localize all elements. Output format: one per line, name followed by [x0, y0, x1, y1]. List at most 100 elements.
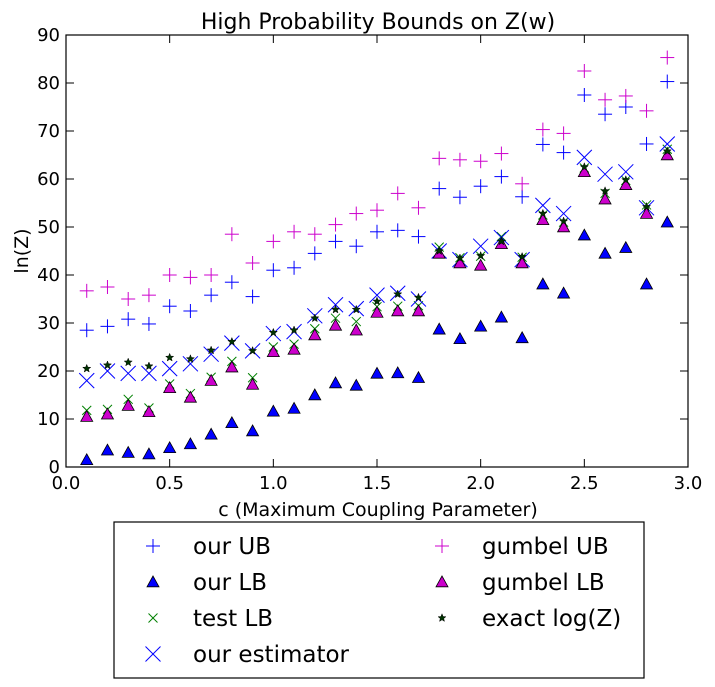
point-gumbel-lb-26 [619, 177, 633, 190]
point-gumbel-ub-14 [370, 203, 384, 218]
point-gumbel-lb-25 [598, 192, 612, 205]
point-our-ub-18 [452, 190, 467, 205]
point-gumbel-lb-16 [411, 304, 426, 317]
y-tick-label: 30 [37, 313, 60, 334]
legend-marker-gumbel-lb [435, 575, 449, 588]
legend-marker-exact-log-z [437, 613, 447, 622]
point-our-ub-15 [390, 223, 405, 238]
x-tick-label: 2.5 [570, 473, 599, 494]
point-our-ub-5 [183, 304, 198, 318]
point-test-lb-13 [351, 316, 362, 327]
y-tick-label: 70 [37, 121, 60, 142]
legend-label-gumbel-ub: gumbel UB [482, 534, 609, 560]
point-gumbel-lb-19 [473, 258, 488, 271]
point-our-estimator-14 [369, 287, 385, 304]
point-exact-log-z-27 [641, 201, 652, 211]
point-gumbel-lb-4 [162, 380, 177, 394]
point-our-estimator-4 [161, 360, 178, 377]
point-exact-log-z-10 [289, 325, 299, 335]
series-gumbel-ub [79, 50, 675, 306]
point-our-lb-13 [349, 378, 363, 391]
point-our-ub-1 [100, 319, 115, 334]
point-exact-log-z-4 [165, 352, 175, 362]
point-our-ub-0 [79, 323, 94, 338]
point-exact-log-z-16 [413, 292, 424, 302]
point-our-ub-8 [245, 289, 260, 304]
y-tick-label: 50 [37, 217, 60, 238]
point-our-ub-21 [515, 189, 530, 204]
point-gumbel-lb-1 [100, 407, 115, 420]
point-our-ub-16 [411, 229, 426, 244]
point-exact-log-z-17 [434, 246, 444, 255]
point-gumbel-ub-3 [141, 288, 156, 303]
point-gumbel-lb-24 [577, 164, 592, 178]
point-our-ub-2 [121, 312, 136, 327]
legend-marker-our-ub [146, 539, 160, 553]
legend-label-gumbel-lb: gumbel LB [482, 570, 605, 596]
point-our-estimator-25 [597, 166, 613, 183]
point-gumbel-ub-7 [224, 227, 239, 242]
point-gumbel-ub-27 [639, 103, 654, 118]
y-tick-label: 90 [37, 25, 60, 46]
point-gumbel-ub-28 [660, 50, 675, 65]
point-our-lb-28 [660, 215, 674, 228]
point-gumbel-lb-5 [183, 390, 198, 403]
point-gumbel-lb-28 [660, 148, 674, 161]
point-gumbel-ub-12 [328, 217, 343, 232]
axis-ticks: 0.0 0.5 1.0 1.5 2.0 2.5 3.0 0 10 20 30 40 50 60 70 80 90 [37, 25, 702, 494]
point-our-lb-10 [287, 401, 301, 414]
point-our-ub-10 [287, 260, 302, 275]
point-exact-log-z-12 [330, 304, 341, 314]
point-gumbel-ub-2 [121, 292, 136, 306]
point-exact-log-z-5 [185, 354, 196, 363]
point-our-ub-4 [162, 299, 177, 314]
series-our-lb [80, 215, 674, 466]
point-our-estimator-1 [99, 363, 116, 379]
plot-marks [78, 50, 676, 466]
x-tick-label: 3.0 [674, 473, 703, 494]
point-our-lb-8 [245, 424, 260, 437]
point-gumbel-ub-0 [79, 283, 94, 298]
point-gumbel-ub-19 [473, 154, 488, 169]
point-exact-log-z-24 [579, 162, 589, 171]
point-exact-log-z-22 [538, 208, 548, 218]
point-gumbel-lb-8 [245, 377, 260, 390]
point-our-ub-7 [224, 275, 239, 290]
point-our-lb-18 [453, 332, 467, 345]
y-tick-label: 40 [37, 265, 60, 286]
point-exact-log-z-7 [227, 336, 237, 346]
point-our-lb-9 [266, 404, 281, 417]
point-our-estimator-5 [182, 355, 199, 372]
point-our-lb-7 [225, 416, 239, 429]
point-our-lb-6 [204, 427, 218, 440]
point-exact-log-z-9 [268, 327, 278, 337]
series-gumbel-lb [80, 148, 674, 422]
point-our-lb-0 [80, 452, 94, 466]
point-exact-log-z-0 [82, 363, 92, 373]
y-axis-label: ln(Z) [11, 228, 33, 273]
point-gumbel-ub-21 [515, 176, 530, 191]
point-exact-log-z-18 [455, 253, 465, 263]
legend-label-our-ub: our UB [193, 534, 271, 560]
point-gumbel-lb-11 [308, 328, 322, 341]
point-exact-log-z-6 [206, 345, 216, 355]
point-exact-log-z-1 [102, 360, 113, 370]
point-our-estimator-0 [78, 372, 95, 389]
point-gumbel-ub-8 [245, 256, 260, 270]
y-tick-label: 20 [37, 361, 60, 382]
point-our-ub-6 [204, 288, 219, 303]
point-exact-log-z-25 [600, 186, 610, 195]
point-gumbel-ub-9 [266, 234, 281, 249]
point-our-ub-28 [660, 74, 675, 89]
point-our-estimator-28 [659, 136, 676, 152]
point-our-ub-20 [494, 169, 509, 184]
point-gumbel-lb-21 [515, 256, 529, 269]
point-our-ub-25 [598, 107, 613, 122]
series-our-ub [79, 74, 675, 338]
point-our-estimator-6 [203, 346, 219, 363]
legend-marker-our-lb [146, 575, 160, 588]
point-gumbel-lb-6 [204, 373, 218, 386]
point-gumbel-ub-15 [390, 186, 405, 201]
series-exact-log-z [82, 146, 672, 373]
x-tick-label: 0.5 [155, 473, 184, 494]
